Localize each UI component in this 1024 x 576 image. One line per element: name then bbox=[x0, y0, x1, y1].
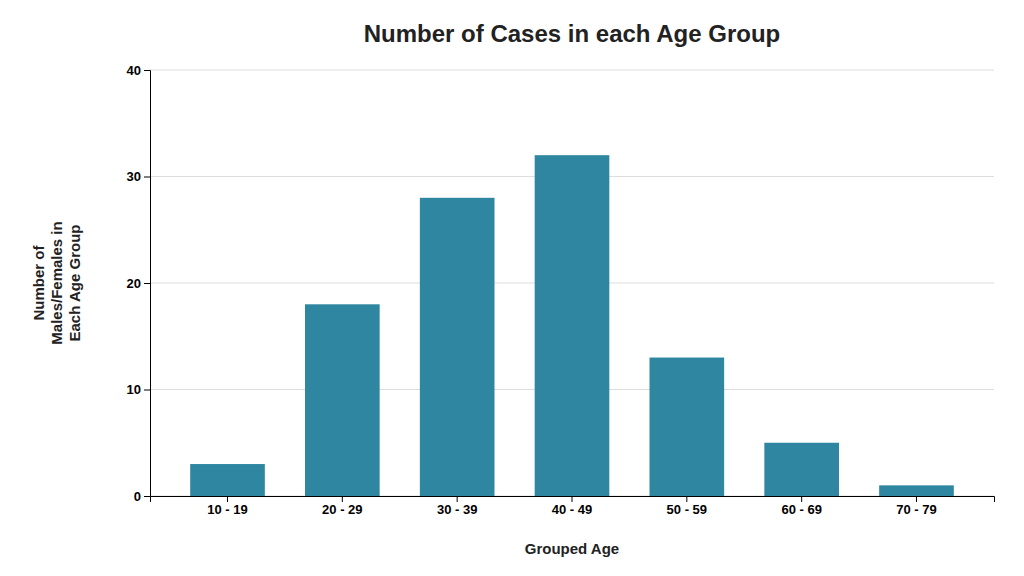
grid-line bbox=[150, 70, 994, 71]
y-tick: 40 bbox=[127, 63, 150, 78]
x-tick-label: 70 - 79 bbox=[896, 502, 936, 517]
bar bbox=[879, 485, 954, 496]
y-axis-title: Number ofMales/Females inEach Age Group bbox=[30, 221, 83, 344]
x-axis-title: Grouped Age bbox=[525, 540, 619, 557]
bar bbox=[190, 464, 265, 496]
x-tick-mark bbox=[686, 496, 687, 502]
y-axis-line bbox=[144, 71, 151, 497]
y-tick-label: 20 bbox=[127, 276, 141, 291]
x-tick: 30 - 39 bbox=[437, 496, 477, 517]
x-tick: 40 - 49 bbox=[552, 496, 592, 517]
y-tick-label: 30 bbox=[127, 169, 141, 184]
x-tick: 70 - 79 bbox=[896, 496, 936, 517]
x-tick-label: 10 - 19 bbox=[207, 502, 247, 517]
y-axis-title-line: Males/Females in bbox=[48, 221, 65, 344]
y-axis-title-line: Each Age Group bbox=[66, 225, 83, 342]
y-axis-title-line: Number of bbox=[30, 244, 47, 320]
y-tick: 30 bbox=[127, 169, 150, 184]
x-axis: 10 - 19 20 - 29 30 - 39 40 - 49 50 - 59 60 - … bbox=[151, 496, 995, 517]
y-tick-mark bbox=[144, 283, 150, 284]
x-tick: 50 - 59 bbox=[667, 496, 707, 517]
bar bbox=[650, 358, 725, 496]
y-axis: 0 10 20 30 40 bbox=[127, 63, 151, 504]
x-tick-label: 60 - 69 bbox=[781, 502, 821, 517]
x-tick-mark bbox=[342, 496, 343, 502]
y-tick-label: 10 bbox=[127, 382, 141, 397]
x-tick: 60 - 69 bbox=[781, 496, 821, 517]
x-tick-mark bbox=[227, 496, 228, 502]
y-tick-mark bbox=[144, 496, 150, 497]
x-tick-mark bbox=[457, 496, 458, 502]
x-tick-mark bbox=[801, 496, 802, 502]
bar bbox=[305, 304, 380, 496]
bar bbox=[535, 155, 610, 496]
x-tick-label: 30 - 39 bbox=[437, 502, 477, 517]
x-tick-label: 50 - 59 bbox=[667, 502, 707, 517]
x-tick: 10 - 19 bbox=[207, 496, 247, 517]
y-tick-label: 0 bbox=[134, 489, 141, 504]
x-tick-label: 40 - 49 bbox=[552, 502, 592, 517]
chart-svg: 10 - 19 20 - 29 30 - 39 40 - 49 50 - 59 60 - … bbox=[0, 0, 1024, 576]
y-tick: 0 bbox=[134, 489, 150, 504]
plot-area: 10 - 19 20 - 29 30 - 39 40 - 49 50 - 59 60 - … bbox=[127, 63, 995, 518]
bar bbox=[764, 443, 839, 496]
y-tick-mark bbox=[144, 177, 150, 178]
bars bbox=[190, 155, 954, 496]
x-tick-label: 20 - 29 bbox=[322, 502, 362, 517]
title: Number of Cases in each Age Group bbox=[364, 20, 781, 47]
y-tick-mark bbox=[144, 390, 150, 391]
y-tick: 20 bbox=[127, 276, 150, 291]
x-tick: 20 - 29 bbox=[322, 496, 362, 517]
x-tick-mark bbox=[572, 496, 573, 502]
y-tick-label: 40 bbox=[127, 63, 141, 78]
grid bbox=[150, 70, 994, 496]
x-tick-mark bbox=[916, 496, 917, 502]
bar bbox=[420, 198, 495, 496]
x-axis-line bbox=[151, 497, 995, 503]
y-tick: 10 bbox=[127, 382, 150, 397]
y-tick-mark bbox=[144, 70, 150, 71]
